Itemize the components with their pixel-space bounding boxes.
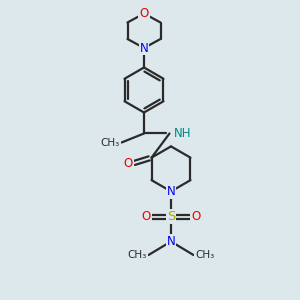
Text: CH₃: CH₃ (195, 250, 214, 260)
Text: CH₃: CH₃ (101, 137, 120, 148)
Text: N: N (167, 185, 176, 198)
Text: O: O (140, 7, 148, 20)
Text: S: S (167, 210, 175, 224)
Text: CH₃: CH₃ (128, 250, 147, 260)
Text: O: O (191, 210, 200, 224)
Text: NH: NH (174, 127, 191, 140)
Text: N: N (140, 41, 148, 55)
Text: O: O (124, 157, 133, 170)
Text: N: N (167, 235, 176, 248)
Text: O: O (142, 210, 151, 224)
